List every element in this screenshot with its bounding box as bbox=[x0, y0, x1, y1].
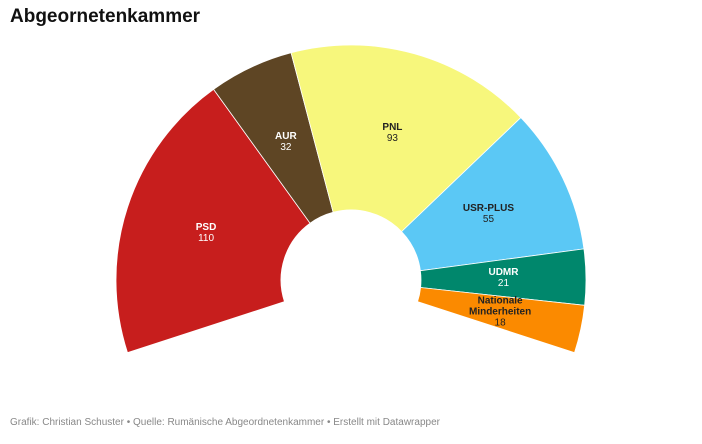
segment bbox=[290, 44, 522, 233]
segment bbox=[115, 88, 311, 354]
segment bbox=[401, 117, 585, 272]
segment-label: UDMR 21 bbox=[463, 267, 543, 289]
segment-value: 21 bbox=[497, 278, 510, 290]
segment-name: AUR bbox=[275, 131, 297, 143]
segment-value: 55 bbox=[482, 213, 495, 225]
segment-label: USR-PLUS 55 bbox=[448, 203, 528, 225]
segment-value: 32 bbox=[280, 142, 292, 154]
segment-name: PNL bbox=[382, 122, 403, 134]
segment-value: 110 bbox=[198, 232, 215, 244]
caption: Grafik: Christian Schuster • Quelle: Rum… bbox=[10, 417, 440, 428]
segment-label: AUR 32 bbox=[246, 131, 326, 153]
segment-value: 93 bbox=[386, 133, 398, 145]
segment-name: PSD bbox=[195, 221, 217, 233]
segment-label: PNL 93 bbox=[352, 122, 432, 144]
segment-name: USR-PLUS bbox=[462, 202, 515, 214]
segment-value: 18 bbox=[494, 317, 506, 329]
segment bbox=[417, 287, 586, 354]
chart-title: Abgeornetenkammer bbox=[10, 6, 201, 27]
segment-label: Nationale Minderheiten 18 bbox=[460, 295, 540, 328]
segment-name: UDMR bbox=[488, 267, 519, 279]
segment-name: Nationale Minderheiten bbox=[468, 295, 532, 318]
segment-label: PSD 110 bbox=[166, 222, 246, 244]
